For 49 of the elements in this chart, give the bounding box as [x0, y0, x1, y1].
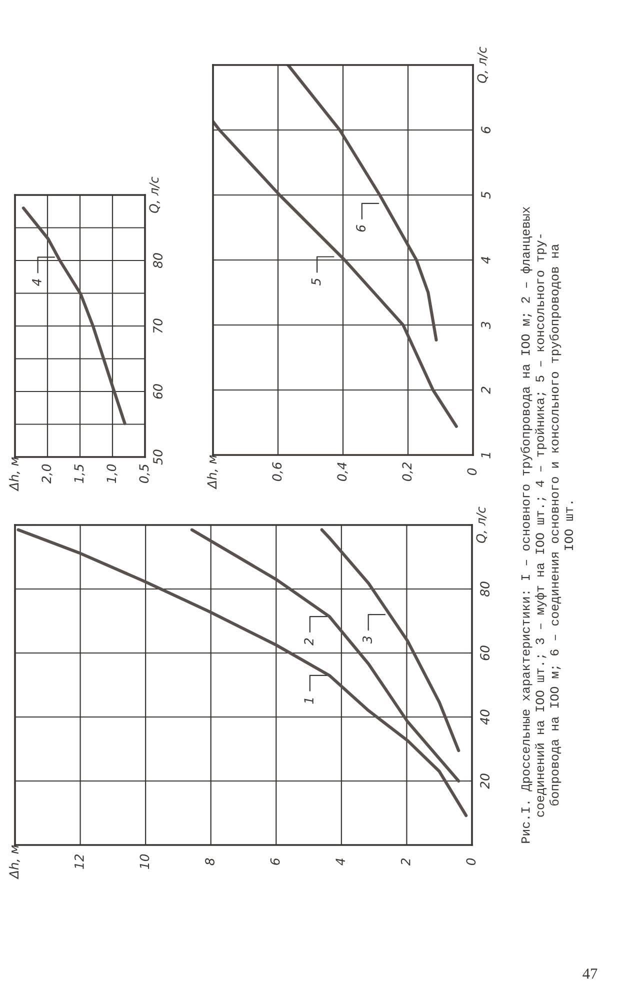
text: 47	[582, 968, 598, 979]
annotation: 6	[356, 225, 366, 232]
y-tick-label: 60	[153, 384, 163, 399]
y-tick-label: 60	[480, 646, 490, 660]
annotation: 5	[311, 278, 321, 286]
annotation: 2	[304, 638, 314, 646]
line-series	[320, 528, 460, 752]
y-tick-label: 80	[480, 582, 490, 597]
y-tick-label: 1	[481, 452, 490, 458]
y-tick-label: 5	[481, 192, 491, 199]
y-tick-label: 80	[153, 253, 163, 268]
line-series	[16, 528, 468, 818]
x-tick-label: 0,6	[272, 462, 283, 481]
text: Рис.I. Дроссельные характеристики: I – основного трубопровода на IOO м; 2 – фланцевых соединений на IOO шт.; 3 – муфт на IOO шт.; 4 – тройника; 5 – консольного тру- бопровода на IOO м; 6 – соединения основного и консольного трубопроводов на IOO шт.	[520, 206, 574, 843]
line-series	[22, 206, 126, 426]
x-tick-label: 4	[336, 858, 345, 866]
annotation: 1	[304, 698, 314, 704]
y-tick-label: 50	[153, 450, 163, 465]
x-tick-label: 1,5	[74, 464, 85, 483]
x-tick-label: 0,4	[337, 462, 348, 481]
x-tick-label: 0	[467, 468, 477, 476]
x-tick-label: 6	[270, 858, 280, 865]
x-tick-label: 0,2	[402, 462, 413, 481]
y-tick-label: 3	[481, 322, 491, 329]
y-axis-title: Q, л/с	[477, 46, 488, 83]
x-tick-label: Δh, м	[8, 457, 20, 492]
annotation: 3	[362, 636, 372, 644]
y-tick-label: 70	[153, 318, 163, 333]
line-series	[190, 528, 460, 783]
y-tick-label: 20	[480, 774, 490, 789]
y-tick-label: 2	[481, 386, 490, 394]
y-axis-title: Q, л/с	[476, 506, 488, 543]
x-tick-label: 1,0	[106, 464, 118, 483]
y-axis-title: Q, л/с	[149, 176, 160, 213]
x-tick-label: 0	[466, 858, 476, 866]
x-tick-label: Δh, м	[8, 845, 20, 880]
x-tick-label: 0,5	[139, 464, 150, 483]
y-tick-label: 4	[481, 256, 490, 264]
x-tick-label: 2,0	[42, 464, 52, 484]
x-tick-label: Δh, м	[206, 455, 218, 490]
y-tick-label: 40	[480, 710, 490, 725]
annotation: 4	[32, 279, 42, 286]
x-tick-label: 8	[205, 858, 214, 866]
line-series	[286, 65, 438, 342]
x-tick-label: 2	[400, 858, 410, 866]
x-tick-label: 10	[140, 854, 150, 870]
line-series	[213, 120, 458, 428]
y-tick-label: 6	[481, 126, 491, 134]
x-tick-label: 12	[74, 854, 84, 870]
